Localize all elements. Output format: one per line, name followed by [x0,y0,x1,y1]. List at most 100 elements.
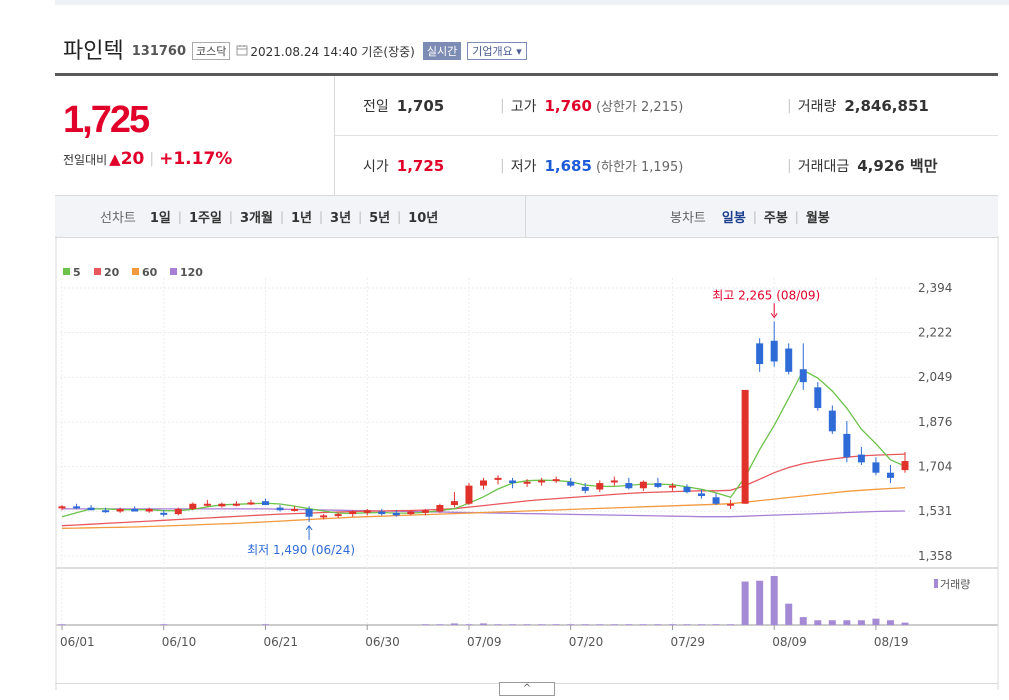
x-tick-label: 07/29 [670,635,705,649]
candle-body [305,508,313,517]
candle-body [87,507,95,511]
top-strip [55,0,1009,5]
price-change: 전일대비 ▲ 20 | +1.17% [63,149,232,169]
ma20-line [61,453,906,527]
period-1w[interactable]: 1주일 [188,211,222,226]
legend-label: 20 [104,266,120,279]
volume-bar [160,624,168,625]
x-tick-label: 06/01 [60,635,95,649]
candle-body [741,389,749,504]
candle-weekly[interactable]: 주봉 [763,211,788,226]
volume-bar [741,581,749,625]
arrow-up-icon [305,525,313,531]
candle-chart-label: 봉차트 [670,211,706,226]
candle-body [872,462,880,473]
candle-body [189,503,197,509]
candle-body [465,485,473,504]
divider: | [279,209,284,224]
candle-body [363,510,371,513]
candle-body [247,502,255,505]
candle-daily[interactable]: 일봉 [721,211,746,226]
candle-monthly[interactable]: 월봉 [805,211,830,226]
period-3m[interactable]: 3개월 [239,211,273,226]
x-tick-label: 06/30 [365,635,400,649]
volume-bar [581,624,589,625]
candle-body [828,410,836,432]
volume-bar [523,624,531,625]
divider: | [794,209,799,224]
divider: | [319,209,324,224]
candle-chart-periods: 봉차트 일봉 | 주봉 | 월봉 [670,196,830,237]
candle-body [73,506,81,509]
y-tick-label: 1,876 [918,415,952,429]
volume-bar [480,623,487,625]
candle-body [349,511,357,515]
volume-bar [625,624,633,625]
period-3y[interactable]: 3년 [330,211,352,226]
candle-body [654,483,662,487]
volume-legend-label: 거래량 [940,578,970,591]
volume-bar [465,624,473,625]
chart-grid [55,236,999,690]
candle-body [639,481,647,489]
legend-swatch [132,268,139,275]
candle-body [174,508,182,515]
chart-legend: 5 20 60 120 [63,266,203,279]
annotations: 최고 2,265 (08/09) 최저 1,490 (06/24) [247,288,820,556]
collapse-button[interactable]: ^ [499,682,555,696]
volume-bar [857,620,865,625]
stat-low: | 저가 1,685 (하한가 1,195) [500,156,684,176]
candle-body [668,485,676,488]
volume-legend-swatch [934,579,938,588]
volume-bar [639,624,647,625]
chevron-down-icon: ▾ [516,44,522,58]
period-1y[interactable]: 1년 [290,211,312,226]
period-5y[interactable]: 5년 [369,211,391,226]
arrow-down-icon [770,313,778,319]
timestamp: 2021.08.24 14:40 기준(장중) [250,44,415,59]
y-tick-label: 2,222 [918,325,952,339]
volume-bar [668,624,676,625]
volume-bar [654,624,662,625]
y-tick-label: 2,394 [918,281,952,295]
price-block: 1,725 전일대비 ▲ 20 | +1.17% [55,76,335,195]
period-1d[interactable]: 1일 [149,211,171,226]
candle-body [552,479,560,482]
y-tick-label: 1,358 [918,549,952,563]
stat-high: | 고가 1,760 (상한가 2,215) [500,96,684,116]
volume-bar [567,624,575,625]
candle-body [857,454,865,463]
candle-body [843,433,851,458]
candle-body [450,501,458,506]
company-overview-button[interactable]: 기업개요 ▾ [467,41,527,60]
market-badge: 코스닥 [192,41,231,60]
candle-body [480,480,487,486]
candle-body [625,483,633,489]
volume-bar [596,624,604,625]
high-annotation: 최고 2,265 (08/09) [712,288,820,302]
y-tick-label: 2,049 [918,370,952,384]
candle-body [683,486,691,493]
volume-bar [58,624,66,625]
candle-body [232,503,240,506]
period-10y[interactable]: 10년 [408,211,439,226]
x-tick-label: 06/21 [263,635,298,649]
volume-bar [509,624,517,625]
volume-bar [683,624,691,625]
stock-name: 파인텍 [63,39,124,64]
candle-body [799,369,807,383]
candle-body [567,481,575,486]
stats-table: 전일 1,705 | 고가 1,760 (상한가 2,215) | 거래량 2,846,85… [335,76,998,195]
volume-bar [450,623,458,625]
realtime-button[interactable]: 실시간 [422,41,462,60]
stat-amount: | 거래대금 4,926 백만 [787,157,938,175]
legend-swatch [63,268,70,275]
change-percent: +1.17% [159,149,233,169]
candle-body [291,508,299,511]
candle-body [407,511,415,515]
y-tick-label: 1,704 [918,459,952,473]
x-tick-label: 08/09 [772,635,807,649]
candle-body [276,507,284,511]
stock-header: 파인텍 131760 코스닥 2021.08.24 14:40 기준(장중) 실… [63,34,527,64]
